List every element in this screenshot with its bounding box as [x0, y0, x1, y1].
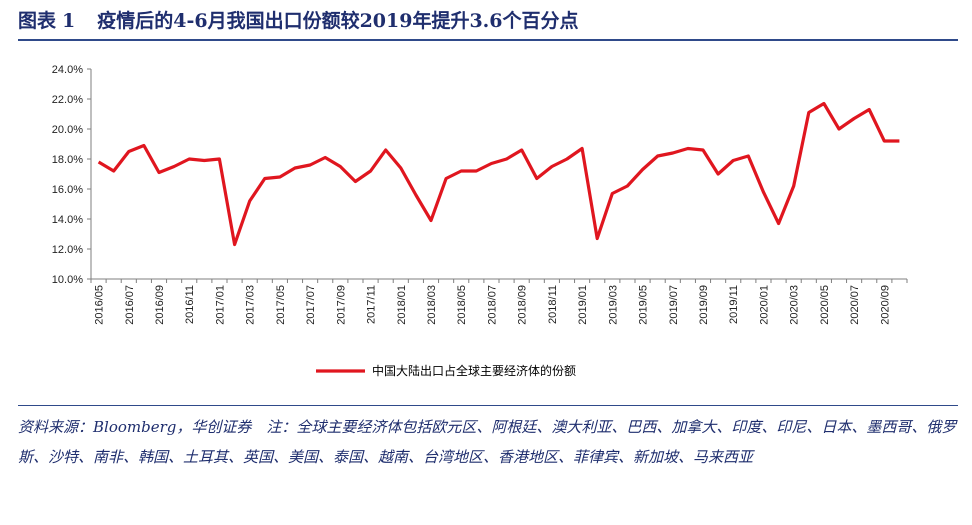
x-tick-label: 2019/09 — [698, 285, 710, 325]
x-tick-label: 2017/07 — [305, 285, 317, 325]
x-tick-label: 2018/07 — [486, 285, 498, 325]
series-line — [97, 101, 900, 247]
top-divider — [18, 39, 958, 41]
x-tick-label: 2020/01 — [758, 285, 770, 325]
figure-title: 图表 1 疫情后的4-6月我国出口份额较2019年提升3.6个百分点 — [18, 6, 958, 32]
x-tick-label: 2017/03 — [245, 285, 257, 325]
legend-label: 中国大陆出口占全球主要经济体的份额 — [372, 363, 576, 378]
y-tick-label: 16.0% — [52, 184, 83, 196]
x-tick-label: 2019/07 — [668, 285, 680, 325]
x-tick-label: 2018/05 — [456, 285, 468, 325]
x-tick-label: 2020/03 — [789, 285, 801, 325]
y-tick-labels: 10.0% 12.0% 14.0% 16.0% 18.0% 20.0% 22.0% 24.0% — [52, 64, 83, 286]
legend: 中国大陆出口占全球主要经济体的份额 — [316, 363, 576, 378]
x-tick-label: 2018/11 — [547, 285, 559, 324]
x-tick-label: 2016/09 — [154, 285, 166, 325]
x-tick-label: 2016/05 — [94, 285, 106, 325]
y-tick-label: 12.0% — [52, 244, 83, 256]
bottom-divider — [18, 405, 958, 406]
y-tick-label: 22.0% — [52, 94, 83, 106]
chart-axes — [87, 68, 908, 283]
figure-title-text: 疫情后的4-6月我国出口份额较2019年提升3.6个百分点 — [97, 10, 579, 32]
x-tick-label: 2019/05 — [638, 285, 650, 325]
figure-label: 图表 — [18, 10, 57, 32]
x-tick-label: 2018/09 — [517, 285, 529, 325]
x-tick-label: 2018/01 — [396, 285, 408, 325]
x-tick-label: 2019/03 — [607, 285, 619, 325]
x-tick-label: 2018/03 — [426, 285, 438, 325]
x-tick-label: 2017/05 — [275, 285, 287, 325]
y-tick-label: 18.0% — [52, 154, 83, 166]
x-tick-label: 2019/11 — [728, 285, 740, 324]
x-tick-label: 2016/07 — [124, 285, 136, 325]
x-tick-label: 2020/05 — [819, 285, 831, 325]
x-tick-label: 2020/09 — [879, 285, 891, 325]
x-tick-label: 2017/01 — [214, 285, 226, 325]
x-tick-label: 2017/11 — [366, 285, 378, 324]
y-tick-label: 14.0% — [52, 214, 83, 226]
x-tick-labels: 2016/05 2016/07 2016/09 2016/11 2017/01 2017/… — [94, 285, 892, 325]
y-tick-label: 24.0% — [52, 64, 83, 76]
x-tick-label: 2017/09 — [335, 285, 347, 325]
y-tick-label: 10.0% — [52, 274, 83, 286]
figure-number: 1 — [62, 10, 76, 32]
source-note: 资料来源：Bloomberg，华创证券 注：全球主要经济体包括欧元区、阿根廷、澳… — [18, 418, 957, 466]
line-chart: 10.0% 12.0% 14.0% 16.0% 18.0% 20.0% 22.0% 24.0%… — [52, 64, 908, 378]
x-tick-label: 2019/01 — [577, 285, 589, 325]
x-tick-label: 2020/07 — [849, 285, 861, 325]
x-tick-label: 2016/11 — [184, 285, 196, 324]
y-tick-label: 20.0% — [52, 124, 83, 136]
